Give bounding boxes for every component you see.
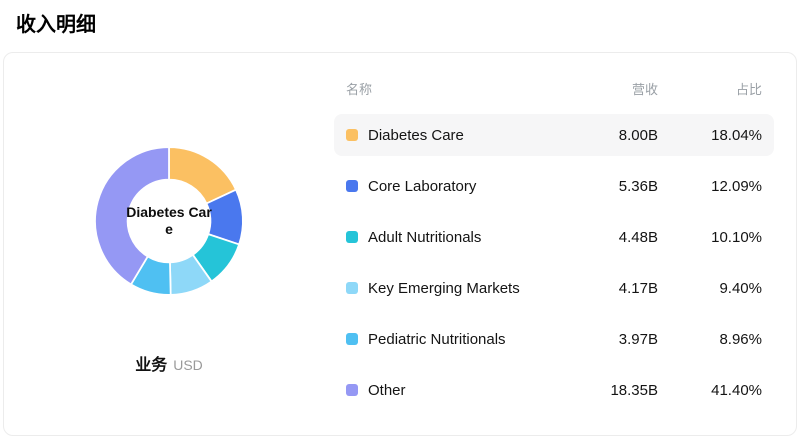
chart-footer: 业务 USD xyxy=(135,351,203,375)
table-row[interactable]: Diabetes Care 8.00B 18.04% xyxy=(334,114,774,156)
row-share: 9.40% xyxy=(719,279,762,297)
legend-swatch xyxy=(346,333,358,345)
table-header-row: 名称 营收 占比 xyxy=(334,79,774,114)
row-name: Other xyxy=(368,381,406,399)
row-revenue: 3.97B xyxy=(618,330,658,348)
header-name: 名称 xyxy=(346,82,373,97)
header-revenue: 营收 xyxy=(631,82,658,97)
donut-slice-5[interactable] xyxy=(94,146,170,286)
row-share: 41.40% xyxy=(711,381,762,399)
donut-chart-svg xyxy=(94,146,244,296)
legend-swatch xyxy=(346,180,358,192)
page-title: 收入明细 xyxy=(16,14,96,36)
row-revenue: 8.00B xyxy=(618,126,658,144)
table-row[interactable]: Core Laboratory 5.36B 12.09% xyxy=(334,165,774,207)
legend-swatch xyxy=(346,384,358,396)
row-share: 12.09% xyxy=(711,177,762,195)
currency-unit-label: USD xyxy=(173,357,203,373)
row-name: Adult Nutritionals xyxy=(368,228,482,246)
row-name: Diabetes Care xyxy=(368,126,464,144)
row-revenue: 4.48B xyxy=(618,228,658,246)
revenue-table: 名称 营收 占比 Diabetes Care 8.00B 18.04% Core… xyxy=(334,53,796,435)
donut-chart-section: Diabetes Care 业务 USD xyxy=(4,53,334,435)
header-share: 占比 xyxy=(735,82,762,97)
legend-swatch xyxy=(346,231,358,243)
row-share: 8.96% xyxy=(719,330,762,348)
row-share: 18.04% xyxy=(711,126,762,144)
table-row[interactable]: Pediatric Nutritionals 3.97B 8.96% xyxy=(334,318,774,360)
table-row[interactable]: Other 18.35B 41.40% xyxy=(334,369,774,411)
revenue-detail-card: Diabetes Care 业务 USD 名称 营收 占比 Diabetes Ca… xyxy=(3,52,797,436)
row-name: Key Emerging Markets xyxy=(368,279,520,297)
dimension-label: 业务 xyxy=(135,357,168,374)
row-revenue: 18.35B xyxy=(610,381,658,399)
table-row[interactable]: Key Emerging Markets 4.17B 9.40% xyxy=(334,267,774,309)
table-row[interactable]: Adult Nutritionals 4.48B 10.10% xyxy=(334,216,774,258)
legend-swatch xyxy=(346,129,358,141)
donut-chart[interactable]: Diabetes Care xyxy=(81,133,257,309)
legend-swatch xyxy=(346,282,358,294)
row-revenue: 5.36B xyxy=(618,177,658,195)
row-name: Core Laboratory xyxy=(368,177,477,195)
row-share: 10.10% xyxy=(711,228,762,246)
row-name: Pediatric Nutritionals xyxy=(368,330,506,348)
row-revenue: 4.17B xyxy=(618,279,658,297)
